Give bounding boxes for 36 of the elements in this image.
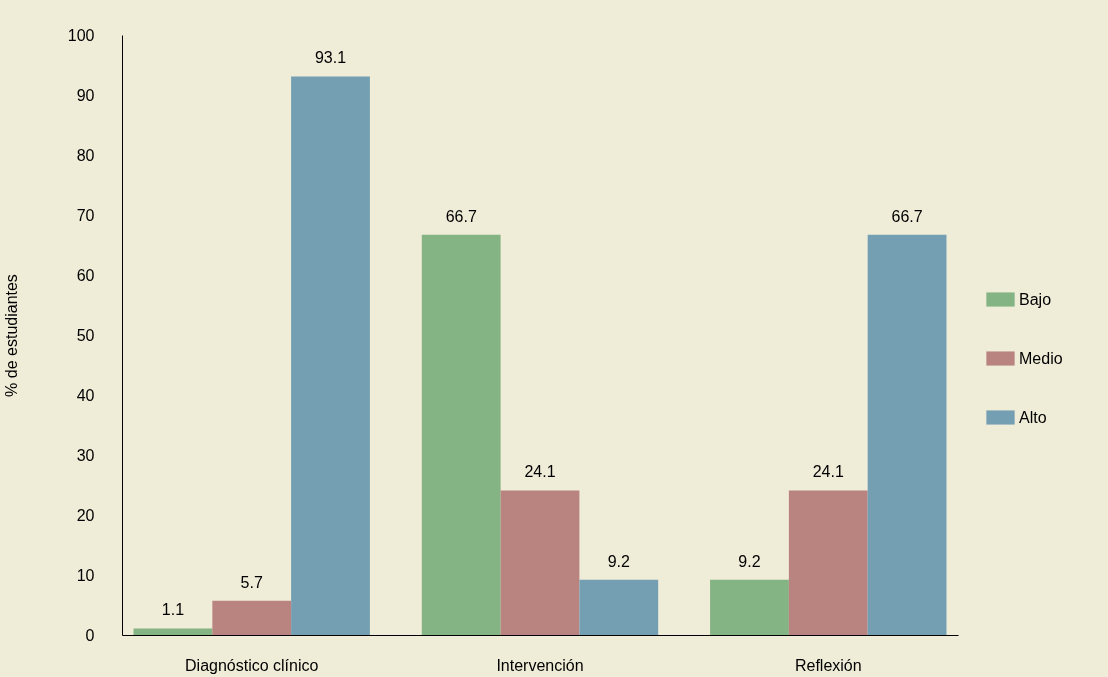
data-label: 93.1 bbox=[314, 49, 347, 67]
x-tick-label: Reflexión bbox=[794, 656, 862, 674]
y-tick-label: 100 bbox=[67, 26, 95, 44]
bar bbox=[867, 234, 947, 635]
legend-label: Medio bbox=[1019, 349, 1063, 367]
y-tick-label: 60 bbox=[76, 266, 95, 284]
data-label: 24.1 bbox=[812, 463, 844, 481]
data-label: 9.2 bbox=[738, 552, 761, 570]
data-label: 66.7 bbox=[891, 207, 923, 225]
legend-label: Alto bbox=[1019, 408, 1047, 426]
y-tick-label: 10 bbox=[76, 566, 95, 584]
bar bbox=[291, 76, 370, 635]
data-label: 9.2 bbox=[607, 552, 631, 570]
y-axis-title: % de estudiantes bbox=[2, 274, 20, 397]
x-tick-label: Intervención bbox=[496, 656, 584, 674]
data-label: 5.7 bbox=[240, 573, 263, 591]
bar bbox=[133, 628, 213, 635]
data-label: 24.1 bbox=[524, 463, 556, 481]
y-tick-label: 80 bbox=[76, 146, 95, 164]
bar bbox=[710, 579, 789, 635]
y-tick-label: 70 bbox=[76, 206, 95, 224]
bar bbox=[421, 234, 501, 635]
y-tick-label: 90 bbox=[76, 86, 95, 104]
legend-label: Bajo bbox=[1019, 290, 1052, 308]
y-tick-label: 20 bbox=[76, 506, 95, 524]
y-tick-label: 30 bbox=[76, 446, 95, 464]
bar bbox=[579, 579, 659, 635]
y-tick-label: 50 bbox=[76, 326, 95, 344]
data-label: 1.1 bbox=[161, 601, 185, 619]
bar bbox=[500, 490, 580, 635]
y-tick-label: 0 bbox=[85, 626, 95, 644]
x-tick-label: Diagnóstico clínico bbox=[185, 656, 319, 674]
y-tick-label: 40 bbox=[76, 386, 95, 404]
bar bbox=[212, 600, 292, 635]
bar bbox=[788, 490, 868, 635]
data-label: 66.7 bbox=[445, 207, 477, 225]
